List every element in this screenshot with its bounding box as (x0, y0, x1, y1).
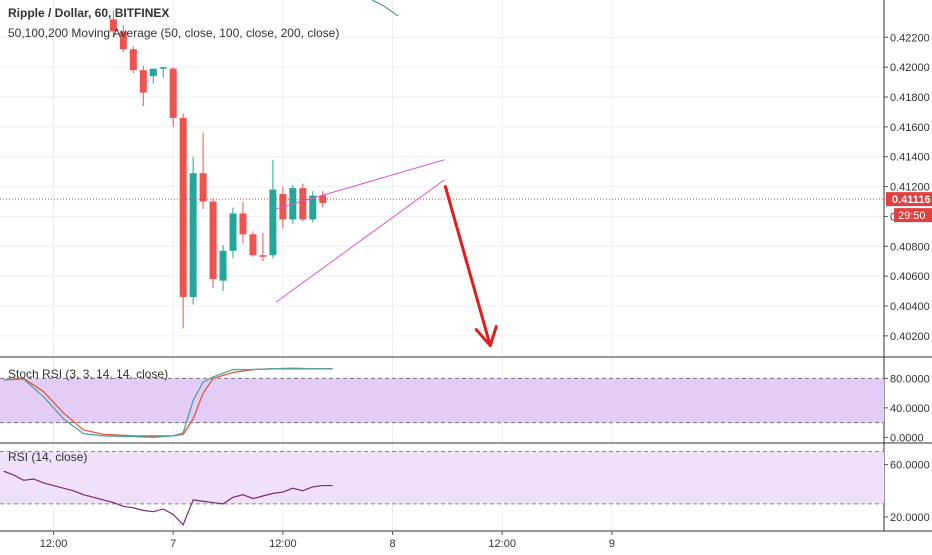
stoch-axis-label: 0.0000 (890, 432, 924, 444)
time-axis-label: 9 (609, 538, 615, 550)
candle-body (249, 234, 257, 256)
price-axis-label: 0.42000 (890, 62, 930, 74)
price-axis-label: 0.41200 (890, 182, 930, 194)
time-axis-label: 7 (170, 538, 176, 550)
candle-body (269, 189, 277, 256)
stoch-axis-label: 40.0000 (890, 403, 930, 415)
candle-body (309, 195, 317, 220)
wedge-upper-line (275, 159, 445, 210)
price-axis-label: 0.41800 (890, 92, 930, 104)
candle-body (199, 173, 207, 202)
price-axis-label: 0.41600 (890, 122, 930, 134)
candle-body (209, 201, 217, 280)
stoch-axis-label: 80.0000 (890, 373, 930, 385)
candle-body (189, 173, 197, 298)
stoch-band (0, 378, 884, 423)
candle-body (169, 68, 177, 118)
time-axis-label: 12:00 (269, 538, 297, 550)
price-axis-label: 0.40400 (890, 301, 930, 313)
candle-body (119, 31, 127, 50)
price-axis-label: 0.40800 (890, 241, 930, 253)
candle-body (179, 117, 187, 298)
countdown-badge (894, 208, 932, 223)
moving-average-line (371, 0, 399, 17)
rsi-axis-label: 20.0000 (890, 512, 930, 524)
price-axis-label: 0.41400 (890, 152, 930, 164)
time-axis-label: 12:00 (40, 538, 68, 550)
rsi-label: RSI (14, close) (8, 450, 88, 464)
candle-body (109, 19, 117, 32)
price-axis-label: 0.40200 (890, 331, 930, 343)
price-badge (886, 192, 932, 207)
candle-body (219, 250, 227, 281)
candle-body (129, 49, 137, 71)
candle-body (139, 70, 147, 93)
moving-average-legend: 50,100,200 Moving Average (50, close, 10… (8, 26, 340, 40)
forecast-arrow-shaft (443, 185, 492, 348)
time-axis-label: 12:00 (488, 538, 516, 550)
rsi-band (0, 451, 884, 504)
candle-body (299, 188, 307, 220)
wedge-lower-line (275, 179, 445, 303)
time-axis-label: 8 (389, 538, 395, 550)
countdown-badge-value: 29:50 (898, 210, 926, 222)
forecast-arrow-head (474, 325, 498, 348)
rsi-axis-label: 60.0000 (890, 460, 930, 472)
candle-body (159, 67, 167, 69)
candle-body (259, 255, 267, 257)
candle-body (229, 213, 237, 251)
price-badge-value: 0.41116 (892, 194, 931, 206)
stoch-rsi-label: Stoch RSI (3, 3, 14, 14, close) (8, 367, 169, 381)
price-axis-label: 0.42200 (890, 32, 930, 44)
candle-body (239, 213, 247, 235)
symbol-title: Ripple / Dollar, 60, BITFINEX (8, 6, 170, 20)
stoch-k-line (3, 367, 333, 438)
candle-body (149, 68, 157, 77)
rsi-line (3, 470, 333, 526)
price-axis-label: 0.40600 (890, 271, 930, 283)
candle-body (319, 195, 327, 204)
